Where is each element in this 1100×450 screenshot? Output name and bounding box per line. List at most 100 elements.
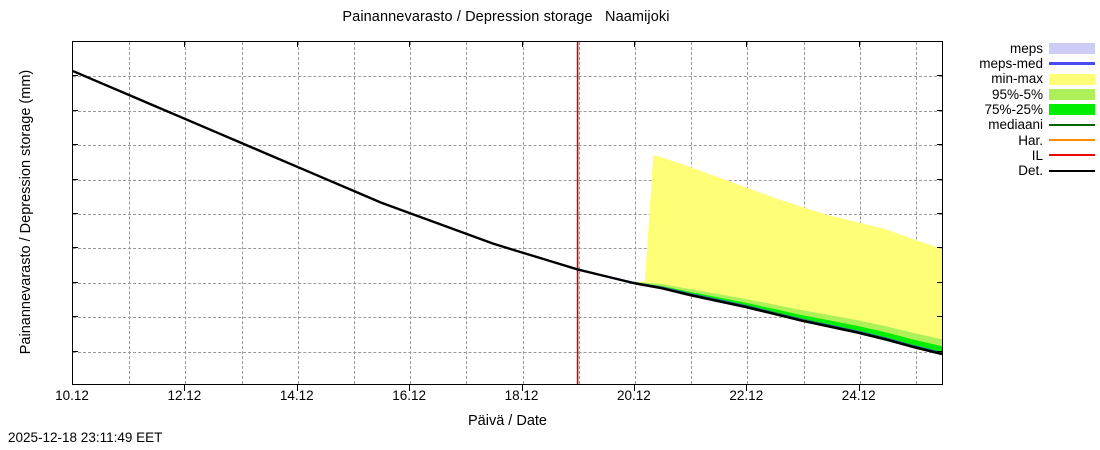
legend-item-min-max: min-max xyxy=(955,72,1095,87)
y-tick-mark xyxy=(937,213,943,214)
legend-item-label: mediaani xyxy=(988,117,1043,133)
legend-color-mark xyxy=(1049,62,1095,65)
y-axis-title: Painannevarasto / Depression storage (mm… xyxy=(18,69,34,355)
x-tick-label: 24.12 xyxy=(841,388,876,403)
legend-item-label: Det. xyxy=(1018,163,1043,179)
gridline-vertical xyxy=(353,42,355,384)
x-tick-mark xyxy=(858,385,860,391)
legend-item-label: meps-med xyxy=(979,56,1043,72)
legend-item-il: IL xyxy=(955,148,1095,163)
x-tick-mark xyxy=(746,41,748,47)
y-tick-mark xyxy=(72,75,78,77)
legend-color-mark xyxy=(1049,104,1095,116)
series-line-det- xyxy=(73,69,942,356)
legend-swatch-patch xyxy=(1049,103,1095,116)
x-tick-mark xyxy=(409,41,411,47)
legend-item-75-25: 75%-25% xyxy=(955,102,1095,117)
legend: meps meps-med min-max 95%-5% 75%-25% mediaani… xyxy=(955,41,1095,179)
x-tick-mark xyxy=(633,41,635,47)
gridline-horizontal xyxy=(73,110,942,112)
y-tick-mark xyxy=(937,144,943,146)
legend-color-mark xyxy=(1049,138,1095,142)
gridline-vertical xyxy=(129,42,131,384)
y-tick-mark xyxy=(937,75,943,77)
gridline-vertical xyxy=(185,42,187,384)
gridline-horizontal xyxy=(73,179,942,181)
y-tick-mark xyxy=(937,109,943,111)
series-line-il xyxy=(73,70,578,271)
legend-swatch-patch xyxy=(1049,73,1095,86)
y-tick-mark xyxy=(72,144,78,146)
x-tick-label: 14.12 xyxy=(279,388,314,403)
x-tick-mark xyxy=(746,385,748,391)
gridline-horizontal xyxy=(73,351,942,353)
x-axis-title: Päivä / Date xyxy=(468,413,547,429)
x-tick-label: 18.12 xyxy=(504,388,539,403)
gridline-vertical xyxy=(859,42,861,384)
plot-canvas xyxy=(73,42,942,384)
y-tick-mark xyxy=(72,109,78,111)
x-tick-mark xyxy=(521,385,523,391)
x-tick-mark xyxy=(858,41,860,47)
chart-title: Painannevarasto / Depression storage Naa… xyxy=(342,9,670,25)
gridline-horizontal xyxy=(73,317,942,319)
x-tick-mark xyxy=(184,41,186,47)
x-tick-mark xyxy=(296,41,298,47)
gridline-vertical xyxy=(915,42,917,384)
legend-color-mark xyxy=(1049,154,1095,157)
y-tick-mark xyxy=(937,247,943,249)
legend-color-mark xyxy=(1049,123,1095,126)
gridline-horizontal xyxy=(73,214,942,215)
legend-item-det: Det. xyxy=(955,163,1095,178)
y-tick-mark xyxy=(72,316,78,318)
y-tick-mark xyxy=(72,350,78,352)
legend-swatch-line xyxy=(1049,165,1095,178)
y-tick-mark xyxy=(937,316,943,318)
legend-color-mark xyxy=(1049,73,1095,85)
band-min-max xyxy=(605,154,942,354)
gridline-horizontal xyxy=(73,282,942,284)
y-tick-mark xyxy=(72,247,78,249)
gridline-horizontal xyxy=(73,76,942,78)
legend-item-label: 95%-5% xyxy=(991,86,1043,102)
y-tick-mark xyxy=(937,350,943,352)
legend-swatch-line xyxy=(1049,134,1095,147)
plot-area xyxy=(72,41,943,385)
y-tick-mark xyxy=(937,281,943,283)
x-tick-mark xyxy=(409,385,411,391)
legend-item-har: Har. xyxy=(955,133,1095,148)
x-tick-label: 20.12 xyxy=(617,388,651,403)
x-tick-label: 16.12 xyxy=(392,388,427,403)
legend-item-mediaani: mediaani xyxy=(955,117,1095,132)
x-tick-mark xyxy=(521,41,523,47)
x-tick-mark xyxy=(184,385,186,391)
gridline-vertical xyxy=(578,42,580,384)
legend-color-mark xyxy=(1049,89,1095,101)
gridline-horizontal xyxy=(73,145,942,147)
timestamp: 2025-12-18 23:11:49 EET xyxy=(8,430,163,445)
y-tick-mark xyxy=(72,178,78,180)
gridline-vertical xyxy=(241,42,243,384)
gridline-vertical xyxy=(634,42,636,384)
legend-item-meps-med: meps-med xyxy=(955,56,1095,71)
legend-swatch-line xyxy=(1049,149,1095,162)
y-tick-mark xyxy=(937,178,943,180)
x-tick-label: 10.12 xyxy=(55,388,89,403)
legend-item-label: IL xyxy=(1031,147,1043,163)
gridline-vertical xyxy=(297,42,299,384)
legend-color-mark xyxy=(1049,169,1095,172)
legend-swatch-line xyxy=(1049,119,1095,132)
legend-item-95-5: 95%-5% xyxy=(955,87,1095,102)
x-tick-mark xyxy=(633,385,635,391)
legend-swatch-patch xyxy=(1049,42,1095,55)
x-tick-label: 22.12 xyxy=(729,388,764,403)
legend-item-label: Har. xyxy=(1018,132,1043,148)
legend-color-mark xyxy=(1049,43,1095,55)
x-tick-mark xyxy=(296,385,298,391)
legend-item-label: 75%-25% xyxy=(984,102,1043,118)
gridline-vertical xyxy=(522,42,524,384)
gridline-vertical xyxy=(466,42,468,384)
legend-item-label: meps xyxy=(1009,40,1043,56)
y-tick-mark xyxy=(72,213,78,214)
legend-item-label: min-max xyxy=(991,71,1043,87)
